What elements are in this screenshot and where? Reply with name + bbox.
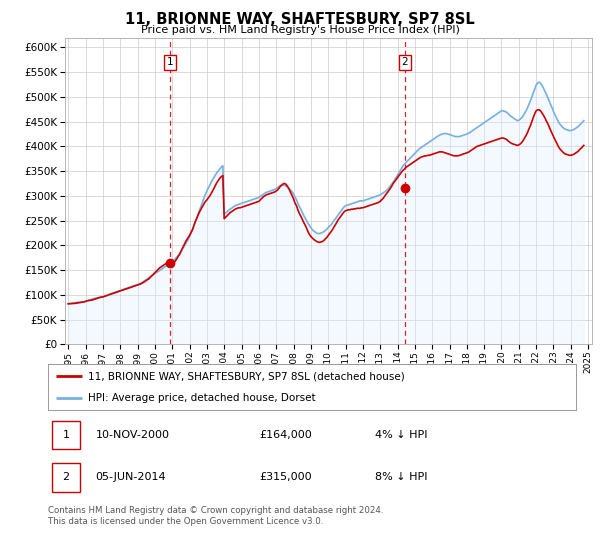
FancyBboxPatch shape <box>52 463 80 492</box>
Text: 11, BRIONNE WAY, SHAFTESBURY, SP7 8SL: 11, BRIONNE WAY, SHAFTESBURY, SP7 8SL <box>125 12 475 27</box>
Text: £315,000: £315,000 <box>259 473 312 483</box>
Text: 10-NOV-2000: 10-NOV-2000 <box>95 430 170 440</box>
Text: HPI: Average price, detached house, Dorset: HPI: Average price, detached house, Dors… <box>88 393 315 403</box>
Text: Price paid vs. HM Land Registry's House Price Index (HPI): Price paid vs. HM Land Registry's House … <box>140 25 460 35</box>
Text: £164,000: £164,000 <box>259 430 312 440</box>
Text: 4% ↓ HPI: 4% ↓ HPI <box>376 430 428 440</box>
Text: 11, BRIONNE WAY, SHAFTESBURY, SP7 8SL (detached house): 11, BRIONNE WAY, SHAFTESBURY, SP7 8SL (d… <box>88 371 404 381</box>
Text: 1: 1 <box>62 430 70 440</box>
Text: 8% ↓ HPI: 8% ↓ HPI <box>376 473 428 483</box>
FancyBboxPatch shape <box>52 421 80 449</box>
Text: 2: 2 <box>62 473 70 483</box>
Text: 05-JUN-2014: 05-JUN-2014 <box>95 473 166 483</box>
Text: Contains HM Land Registry data © Crown copyright and database right 2024.
This d: Contains HM Land Registry data © Crown c… <box>48 506 383 526</box>
Text: 2: 2 <box>401 57 408 67</box>
Text: 1: 1 <box>167 57 173 67</box>
